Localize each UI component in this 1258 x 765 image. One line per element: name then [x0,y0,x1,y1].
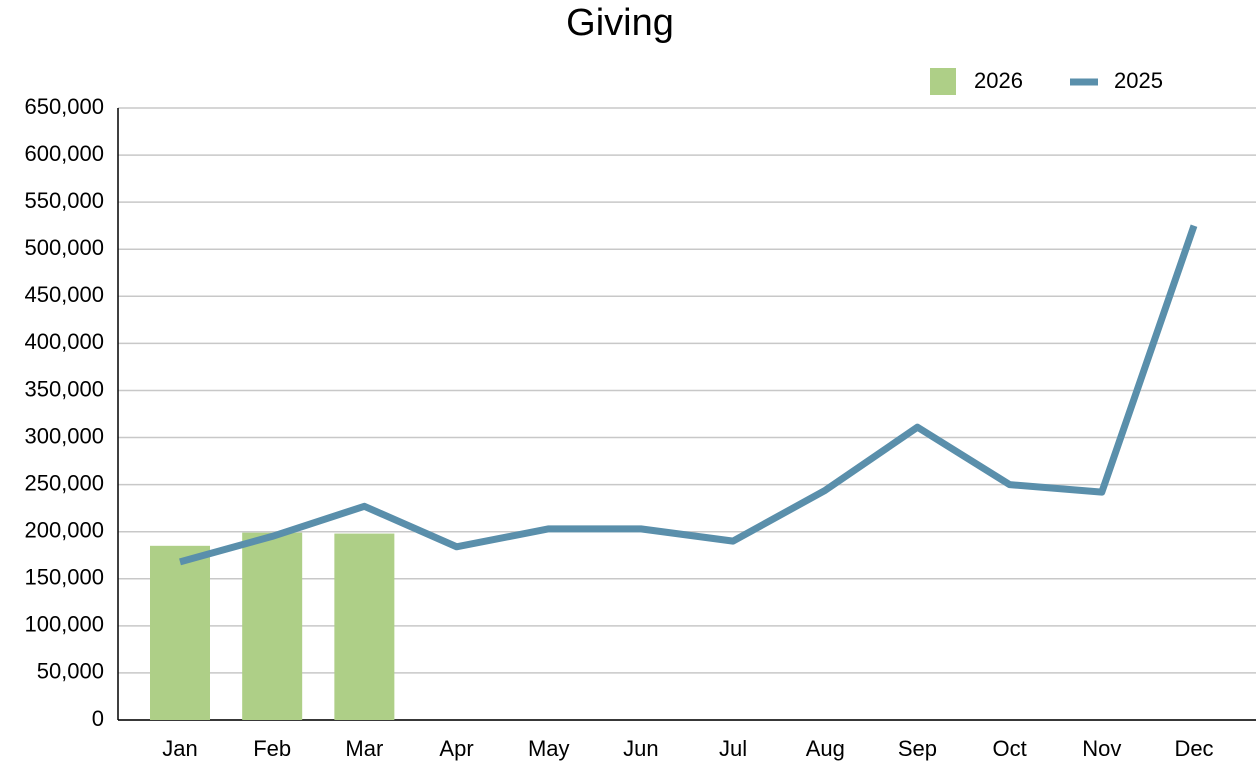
y-tick-label: 300,000 [24,423,104,448]
x-tick-label: May [528,736,570,761]
y-tick-label: 150,000 [24,565,104,590]
y-tick-label: 500,000 [24,235,104,260]
y-tick-label: 250,000 [24,470,104,495]
y-tick-label: 200,000 [24,518,104,543]
y-tick-label: 0 [92,706,104,731]
x-tick-label: Dec [1174,736,1213,761]
x-tick-label: Jan [162,736,197,761]
x-tick-label: Jun [623,736,658,761]
line [179,224,1198,566]
legend-label: 2025 [1114,68,1163,93]
y-tick-label: 50,000 [37,659,104,684]
y-tick-label: 100,000 [24,612,104,637]
y-tick-label: 450,000 [24,282,104,307]
x-tick-label: Apr [439,736,473,761]
y-tick-label: 350,000 [24,376,104,401]
y-tick-label: 550,000 [24,188,104,213]
bar [150,545,210,720]
bar [334,533,395,720]
x-tick-label: Feb [253,736,291,761]
x-tick-label: Mar [345,736,383,761]
legend-label: 2026 [974,68,1023,93]
x-tick-label: Jul [719,736,747,761]
x-tick-label: Oct [993,736,1027,761]
x-tick-label: Sep [898,736,937,761]
x-tick-label: Nov [1082,736,1121,761]
y-tick-label: 600,000 [24,141,104,166]
y-tick-label: 400,000 [24,329,104,354]
bar [242,532,303,720]
legend-swatch [930,68,956,95]
chart-title: Giving [566,2,674,44]
x-tick-label: Aug [806,736,845,761]
y-tick-label: 650,000 [24,94,104,119]
